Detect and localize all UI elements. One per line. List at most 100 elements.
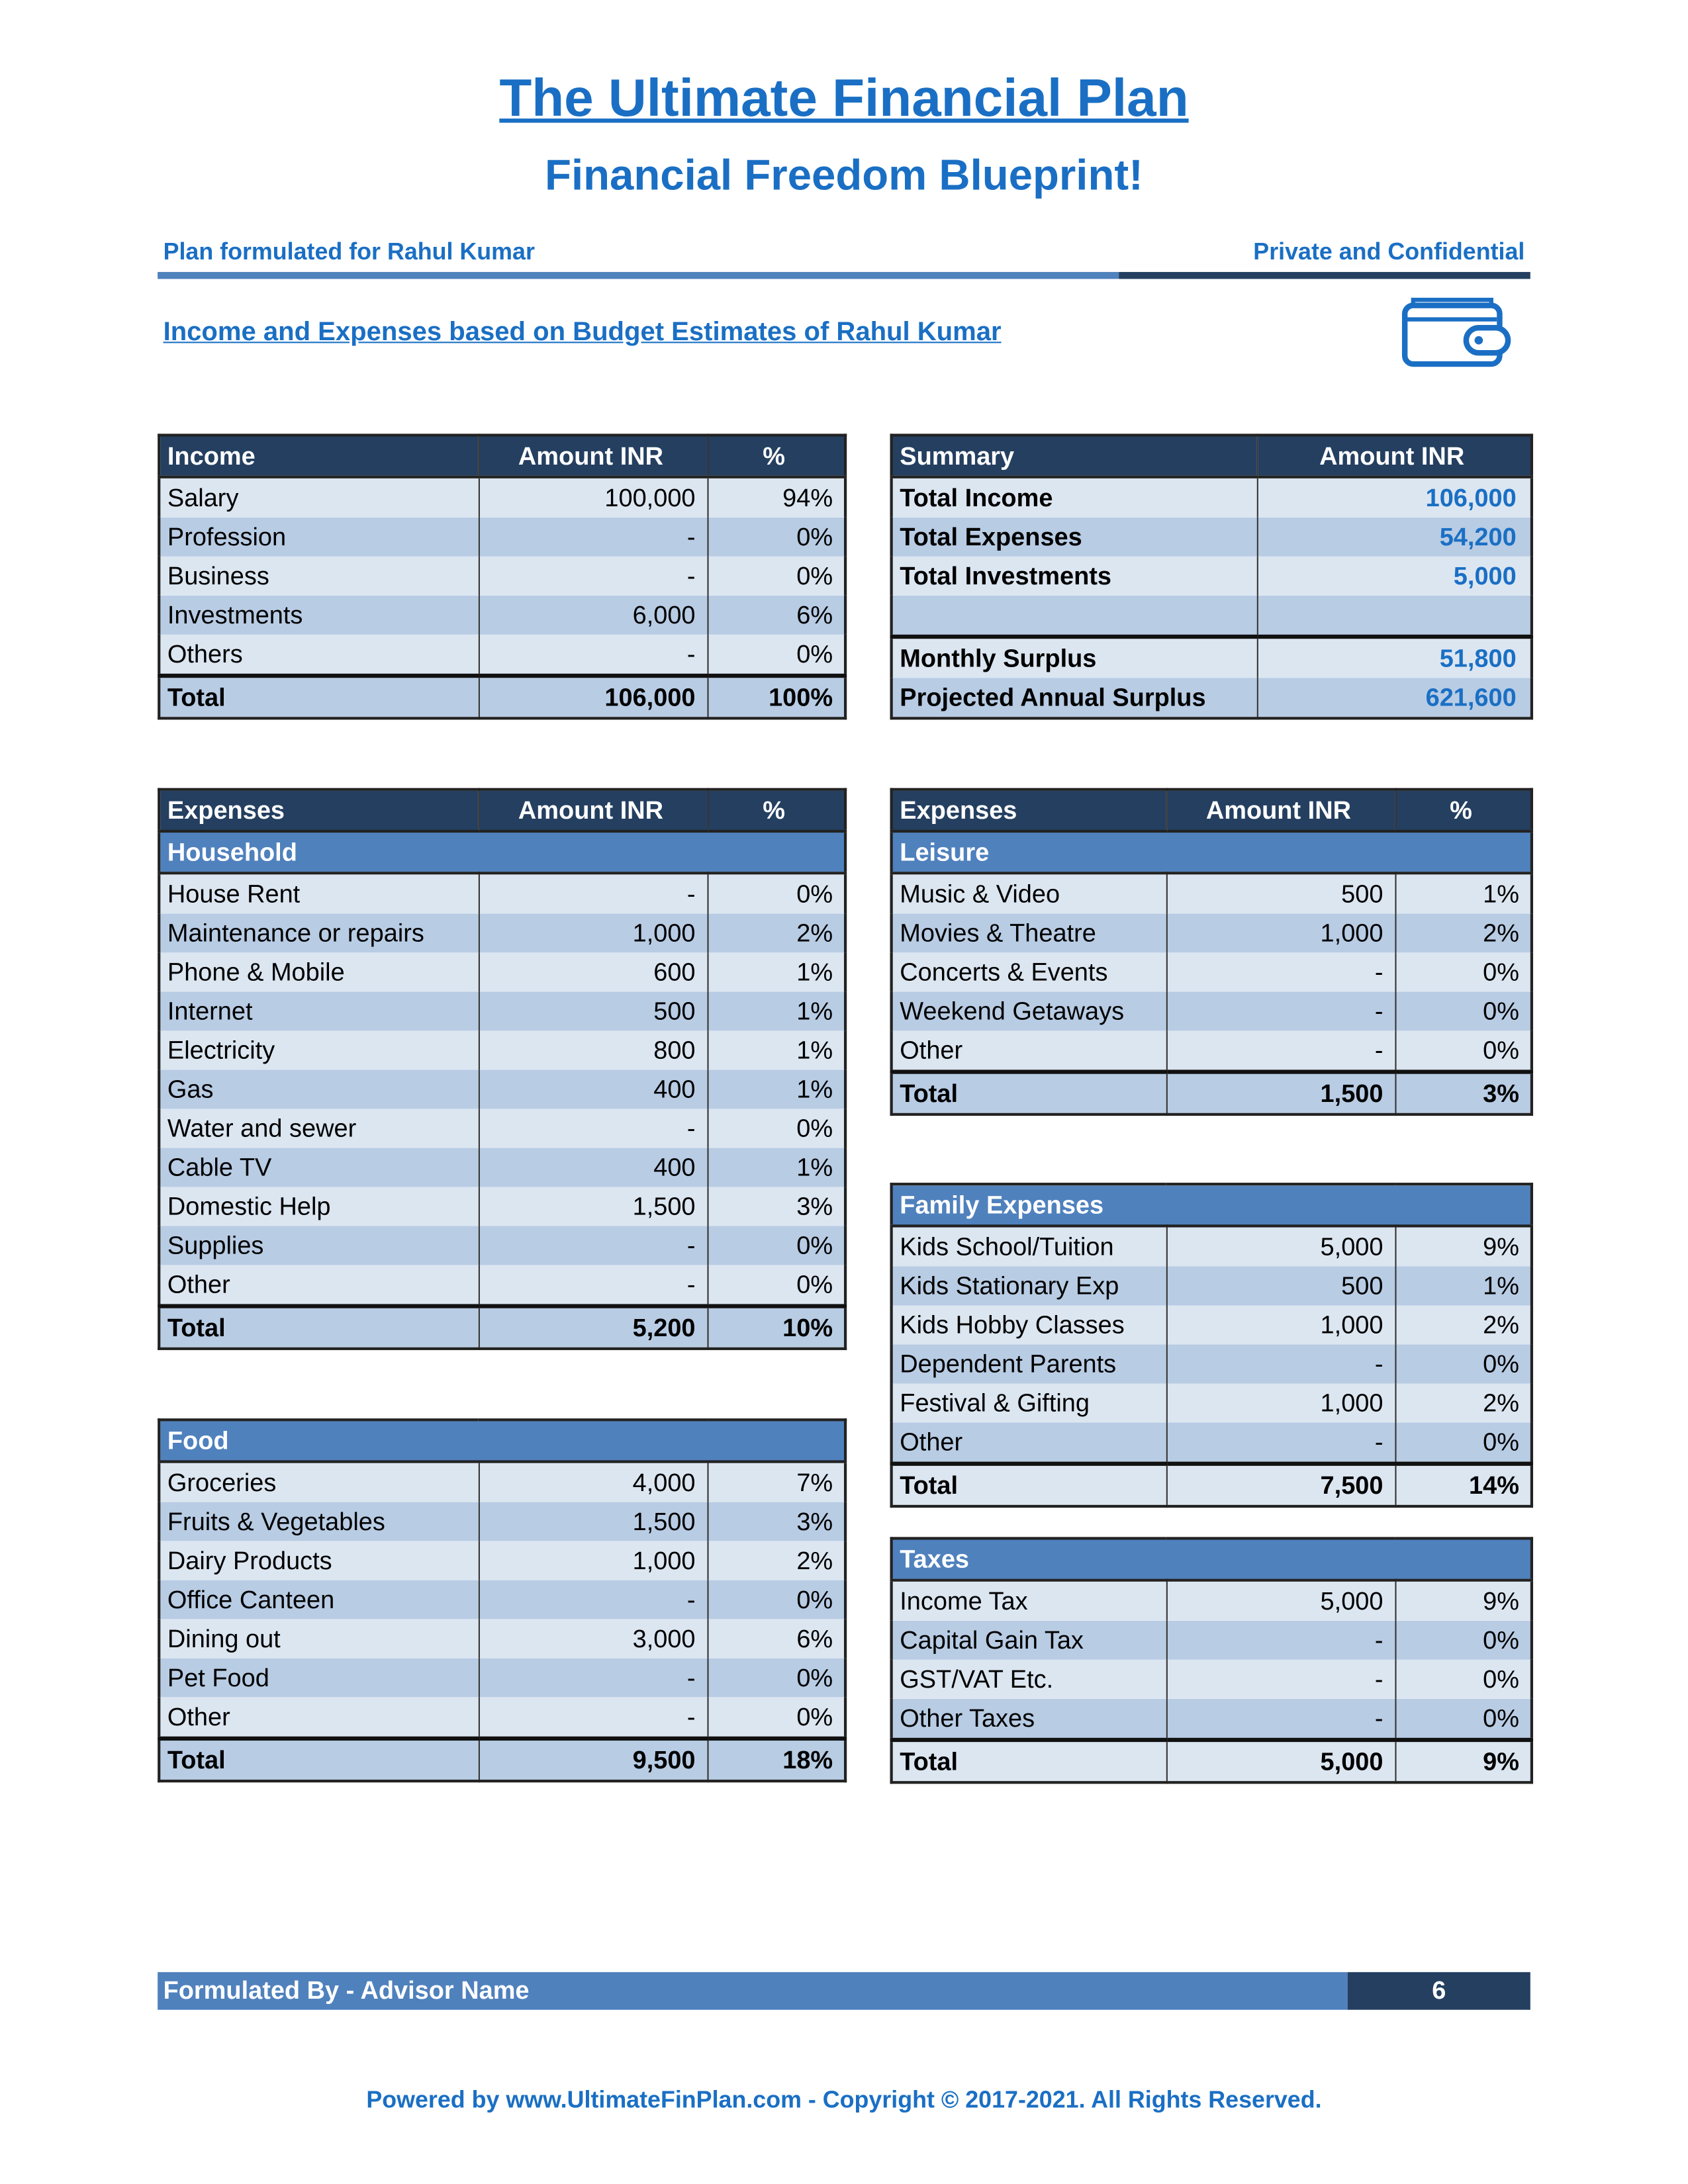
row: Dairy Products 1,000 2% <box>158 1541 847 1580</box>
cell: 500 <box>477 991 708 1031</box>
cell: 0% <box>1394 1344 1533 1384</box>
cell: 3% <box>706 1502 847 1541</box>
cell: 2% <box>1394 1305 1533 1345</box>
cell: 6,000 <box>477 595 708 635</box>
cell: 600 <box>477 952 708 992</box>
cell: 2% <box>706 913 847 953</box>
cell: Weekend Getaways <box>890 991 1167 1031</box>
row: Others -0% <box>158 634 847 676</box>
cell: Other <box>158 1265 479 1306</box>
total-row: Total 1,500 3% <box>890 1069 1532 1115</box>
cell: Gas <box>158 1069 479 1109</box>
cell: 1,000 <box>477 913 708 953</box>
row: Investments 6,000 6% <box>158 595 847 635</box>
header-row: Summary Amount INR <box>890 435 1532 478</box>
row: GST/VAT Etc. -0% <box>890 1659 1533 1699</box>
cell: 0% <box>706 1109 847 1148</box>
copyright: Powered by www.UltimateFinPlan.com - Cop… <box>366 2086 1322 2113</box>
group-row: Taxes <box>890 1538 1533 1582</box>
cell: 3% <box>706 1187 847 1226</box>
header-cell: Amount INR <box>477 789 708 833</box>
header-cell: Amount INR <box>477 435 708 478</box>
cell: Profession <box>158 517 479 557</box>
cell: - <box>1165 1422 1396 1464</box>
row: Other -0% <box>890 1422 1533 1464</box>
cell: Fruits & Vegetables <box>158 1502 479 1541</box>
cell: - <box>477 1265 708 1306</box>
blank-row <box>890 595 1532 637</box>
total-cell: 9,500 <box>477 1736 708 1782</box>
total-cell: 100% <box>706 673 847 719</box>
row: Office Canteen -0% <box>158 1580 847 1619</box>
cell: 0% <box>1394 1659 1533 1699</box>
cell: 94% <box>706 477 847 518</box>
cell: 1,000 <box>1165 913 1396 953</box>
cell: Kids Stationary Exp <box>890 1266 1167 1306</box>
total-row: Total 106,000 100% <box>158 673 847 719</box>
cell: Supplies <box>158 1226 479 1265</box>
row: Kids Hobby Classes 1,000 2% <box>890 1305 1533 1345</box>
group-row: Household <box>158 831 847 875</box>
total-cell: 14% <box>1394 1461 1533 1506</box>
cell: 7% <box>706 1461 847 1502</box>
group-row: Food <box>158 1420 847 1463</box>
group-cell: Food <box>158 1420 847 1463</box>
blank-cell <box>890 595 1258 637</box>
confidentiality: Private and Confidential <box>1253 238 1525 265</box>
cell: - <box>477 1226 708 1265</box>
subtitle: Financial Freedom Blueprint! <box>545 150 1143 200</box>
total-row: Total 5,000 9% <box>890 1737 1533 1783</box>
cell: Total Investments <box>890 556 1258 596</box>
row: Phone & Mobile 600 1% <box>158 952 847 992</box>
total-cell: 7,500 <box>1165 1461 1396 1506</box>
group-row: Leisure <box>890 831 1532 875</box>
cell: - <box>477 1109 708 1148</box>
row: Internet 500 1% <box>158 991 847 1031</box>
cell: 4,000 <box>477 1461 708 1502</box>
cell: Festival & Gifting <box>890 1383 1167 1423</box>
cell: Other <box>158 1697 479 1739</box>
cell: Electricity <box>158 1030 479 1070</box>
row: Movies & Theatre 1,000 2% <box>890 913 1532 953</box>
row: Electricity 800 1% <box>158 1030 847 1070</box>
cell: 0% <box>706 517 847 557</box>
cell: 1,500 <box>477 1187 708 1226</box>
cell: 2% <box>1394 913 1532 953</box>
header-cell: % <box>1394 789 1532 833</box>
row: Dining out 3,000 6% <box>158 1619 847 1659</box>
cell: Dependent Parents <box>890 1344 1167 1384</box>
table-family: Family Expenses Kids School/Tuition 5,000 9… <box>890 1183 1534 1508</box>
header-cell: Summary <box>890 435 1258 478</box>
cell: 800 <box>477 1030 708 1070</box>
cell: - <box>1165 1659 1396 1699</box>
wallet-icon <box>1401 297 1511 367</box>
total-cell: Total <box>158 1304 479 1349</box>
row: Kids School/Tuition 5,000 9% <box>890 1226 1533 1267</box>
total-cell: 18% <box>706 1736 847 1782</box>
cell: 0% <box>1394 1422 1533 1464</box>
cell: Business <box>158 556 479 596</box>
cell: 621,600 <box>1256 678 1532 719</box>
header-cell: Amount INR <box>1256 435 1532 478</box>
cell: - <box>1165 1698 1396 1740</box>
total-row: Total 7,500 14% <box>890 1461 1533 1506</box>
cell: 6% <box>706 1619 847 1659</box>
section-title: Income and Expenses based on Budget Esti… <box>163 318 1002 347</box>
cell: Income Tax <box>890 1580 1167 1621</box>
row: Projected Annual Surplus 621,600 <box>890 678 1532 719</box>
cell: - <box>1165 991 1396 1031</box>
cell: - <box>1165 1620 1396 1660</box>
header-bar <box>158 271 1119 279</box>
cell: 5,000 <box>1165 1226 1396 1267</box>
table-household: Expenses Amount INR% Household House Rent -0… <box>158 788 847 1350</box>
row: Total Investments 5,000 <box>890 556 1532 596</box>
header-bar-dark <box>1119 271 1530 279</box>
cell: Groceries <box>158 1461 479 1502</box>
row: Concerts & Events -0% <box>890 952 1532 992</box>
cell: 2% <box>1394 1383 1533 1423</box>
total-cell: 5,000 <box>1165 1737 1396 1783</box>
cell: 500 <box>1165 1266 1396 1306</box>
total-cell: 9% <box>1394 1737 1533 1783</box>
cell: Office Canteen <box>158 1580 479 1619</box>
